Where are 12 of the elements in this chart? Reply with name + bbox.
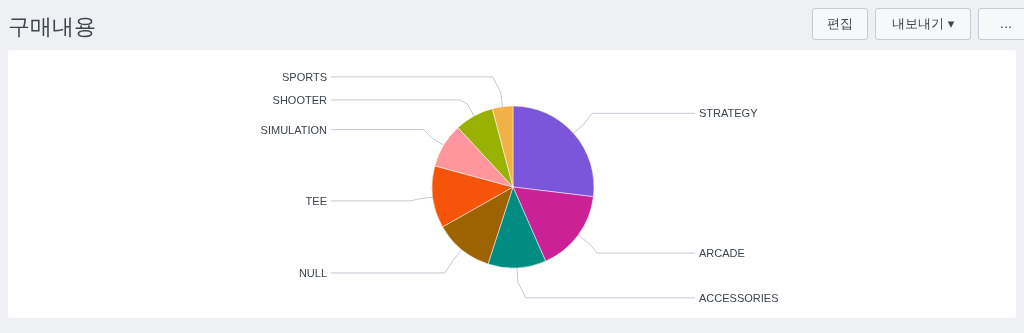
slice-label: SPORTS [281,70,327,83]
text: 구매내용 [8,13,96,41]
slice-label: STRATEGY [699,107,759,120]
slice-label: ACCESSORIES [699,291,779,304]
text: 편집 [812,8,868,40]
text: ... [978,8,1024,40]
text: 내보내기 ▾ [875,8,971,40]
slice-label: SHOOTER [272,93,328,106]
slice-label: ARCADE [699,247,745,260]
slice-label: TEE [305,194,327,207]
slice-label: NULL [298,266,327,279]
slice-label: SIMULATION [260,123,328,136]
